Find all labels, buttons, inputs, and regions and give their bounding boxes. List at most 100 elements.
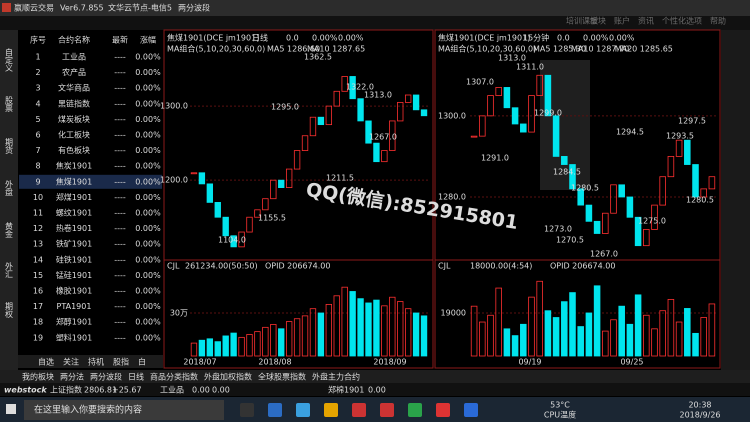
list-tab[interactable]: 持机 [88,357,104,367]
row-name[interactable]: PTA1901 [57,302,92,311]
volume-bar [397,301,404,357]
bottom-tabs-bar [0,370,750,383]
sidebar-tab[interactable]: 外汇 [5,261,14,278]
candle [544,74,552,117]
chart-quote: 0.00% [609,34,635,43]
bottom-tab[interactable]: 商品分类指数 [150,372,198,382]
row-index: 6 [35,131,40,140]
list-tab[interactable]: 股指 [113,357,129,367]
row-change: 0.00% [135,224,161,233]
bottom-tab[interactable]: 日线 [128,372,144,382]
sidebar-tab[interactable]: 期权 [5,302,14,319]
row-change: 0.00% [135,193,161,202]
volume-bar [373,299,380,357]
taskbar-app[interactable] [352,403,366,417]
ma-legend: MA20 1285.65 [615,45,673,54]
row-last: ---- [114,177,126,186]
row-name[interactable]: 化工板块 [58,130,90,140]
row-name[interactable]: 有色板块 [58,145,90,155]
y-tick-label: 1280.0 [438,192,466,201]
row-name[interactable]: 热卷1901 [56,223,92,233]
row-index: 14 [33,255,43,264]
volume-bar [651,328,658,357]
volume-bar [214,341,221,357]
selected-row [19,174,162,189]
row-name[interactable]: 煤炭板块 [58,114,90,124]
row-name[interactable]: 塑料1901 [56,332,92,342]
taskbar-app[interactable] [268,403,282,417]
price-annotation: 1322.0 [346,83,374,92]
ma-legend: MA10 1287.65 [307,45,365,54]
row-change: 0.00% [135,209,161,218]
volume-bar [618,305,625,357]
sidebar-tab[interactable]: 黄金 [5,221,14,238]
sidebar-tab[interactable]: 外盘 [5,179,14,196]
taskbar-app[interactable] [296,403,310,417]
candle [230,235,237,248]
status-contract: 郑棉1901 [328,385,364,395]
list-tab[interactable]: 自选 [38,357,54,367]
list-tab[interactable]: 关注 [63,357,79,367]
toolbar [0,16,750,30]
row-name[interactable]: 文华商品 [58,83,90,93]
row-name[interactable]: 螺纹1901 [56,208,92,218]
row-last: ---- [114,115,126,124]
volume-bar [479,321,486,357]
row-name[interactable]: 农产品 [62,67,86,77]
bottom-tab[interactable]: 外盘主力合约 [312,372,360,382]
row-index: 8 [35,162,40,171]
taskbar-app[interactable] [464,403,478,417]
row-last: ---- [114,271,126,280]
row-index: 5 [35,115,40,124]
sidebar-tab[interactable]: 期货 [5,138,14,155]
row-name[interactable]: 锰硅1901 [56,270,92,280]
row-name[interactable]: 黑链指数 [58,98,90,108]
candle [528,95,535,133]
volume-bar [341,286,348,357]
row-index: 15 [33,271,43,280]
list-tab[interactable]: 白 [138,357,146,367]
bottom-tab[interactable]: 我的板块 [22,372,54,382]
taskbar-app[interactable] [240,403,254,417]
volume-bar [552,317,560,357]
sidebar-tab[interactable]: 股票 [5,96,14,112]
bottom-tab[interactable]: 两分法 [60,372,84,382]
search-box[interactable] [24,400,224,420]
candle [561,156,568,165]
row-change: 0.00% [135,318,161,327]
row-change: 0.00% [135,240,161,249]
bottom-tab[interactable]: 两分波段 [90,372,122,382]
volume-bar [602,330,609,357]
start-button[interactable] [6,404,16,414]
taskbar-app[interactable] [436,403,450,417]
candle [325,105,333,126]
bottom-tab[interactable]: 全球股票指数 [258,372,306,382]
candle [577,188,584,206]
price-annotation: 1273.0 [544,225,572,234]
candle [270,179,277,200]
row-name[interactable]: 工业品 [62,52,86,62]
candle [569,164,576,190]
taskbar-app[interactable] [408,403,422,417]
sidebar-tab[interactable]: 自定义 [5,47,14,72]
row-name[interactable]: 焦煤1901 [56,176,92,186]
candle [511,107,519,125]
row-name[interactable]: 铁矿1901 [56,239,92,249]
row-name[interactable]: 橡胶1901 [56,286,92,296]
row-index: 12 [33,224,43,233]
row-name[interactable]: 郑煤1901 [56,192,92,202]
taskbar-app[interactable] [380,403,394,417]
taskbar-app[interactable] [324,403,338,417]
volume-bar [692,332,699,357]
taskbar-temp: 53°C [550,401,570,410]
candle [206,183,214,203]
bottom-tab[interactable]: 外盘加权指数 [204,372,252,382]
volume-bar [317,312,325,357]
chart-quote: 0.0 [286,34,299,43]
row-name[interactable]: 郑醇1901 [56,317,92,327]
row-change: 0.00% [135,131,161,140]
row-name[interactable]: 硅铁1901 [56,254,92,264]
row-name[interactable]: 焦炭1901 [56,161,92,171]
row-index: 16 [33,287,43,296]
y-tick-label: 19000 [441,308,466,317]
